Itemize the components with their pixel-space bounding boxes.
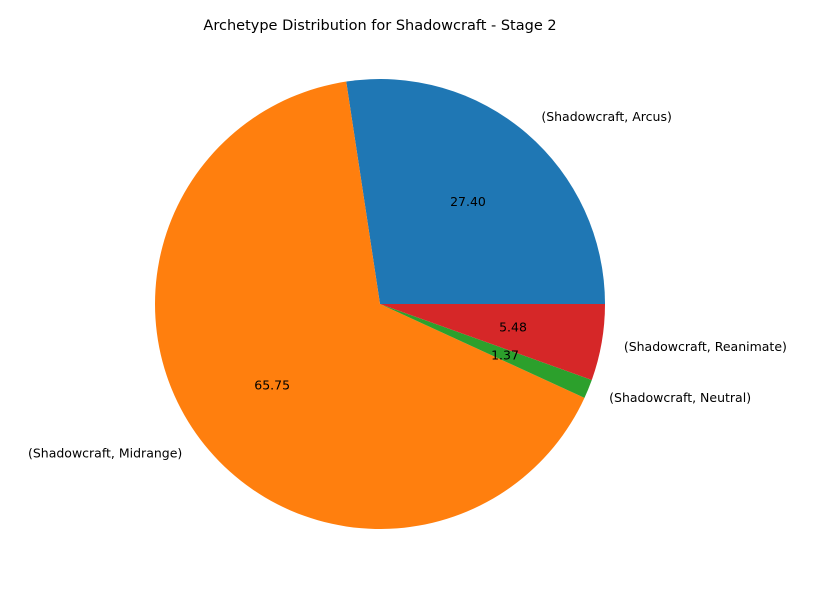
slice-category-label: (Shadowcraft, Midrange) [28,445,182,460]
slice-category-label: (Shadowcraft, Reanimate) [624,339,787,354]
slice-percent-label: 65.75 [254,378,290,393]
chart-title: Archetype Distribution for Shadowcraft -… [203,18,556,34]
slice-category-label: (Shadowcraft, Neutral) [609,390,751,405]
slice-percent-label: 5.48 [499,320,527,335]
pie-slices [155,78,605,529]
pie-slice [346,78,605,304]
pie-slice [380,304,605,380]
slice-category-label: (Shadowcraft, Arcus) [541,109,672,124]
pie-slice [380,304,592,398]
pie-slice [155,81,585,529]
slice-percent-label: 1.37 [491,348,519,363]
slice-percent-label: 27.40 [450,194,486,209]
pie-labels: 27.40 (Shadowcraft, Arcus) 65.75 (Shadowcra… [28,109,787,461]
